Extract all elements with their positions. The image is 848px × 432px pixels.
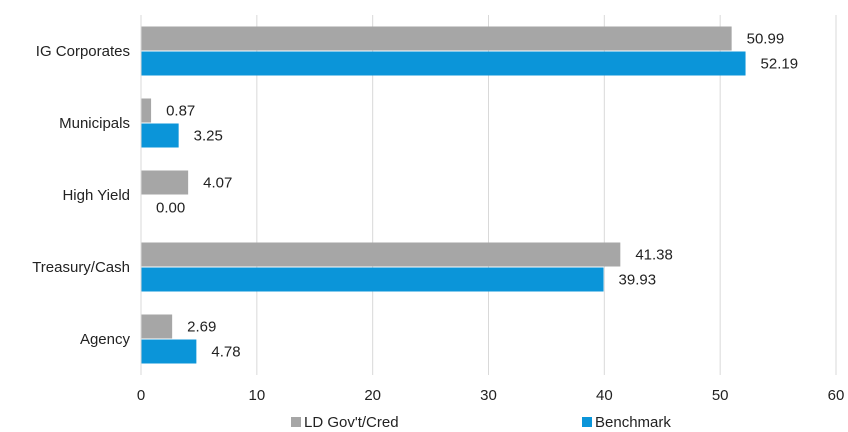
x-tick-label: 30 (480, 387, 497, 404)
category-label: Agency (80, 331, 131, 348)
data-label: 2.69 (187, 319, 216, 336)
x-tick-label: 10 (248, 387, 265, 404)
x-tick-label: 50 (712, 387, 729, 404)
category-label: Treasury/Cash (32, 259, 130, 276)
x-tick-label: 40 (596, 387, 613, 404)
bar (141, 242, 621, 267)
legend-swatch (582, 417, 592, 427)
legend-label: Benchmark (595, 414, 671, 431)
category-label: IG Corporates (36, 43, 130, 60)
data-label: 3.25 (194, 128, 223, 145)
category-label: High Yield (62, 187, 130, 204)
legend-swatch (291, 417, 301, 427)
data-label: 52.19 (761, 56, 799, 73)
x-tick-labels: 0 10 20 30 40 50 60 (137, 387, 845, 404)
bar (141, 339, 197, 364)
data-labels: 50.99 52.19 0.87 3.25 4.07 0.00 41.38 39.93 2.69… (156, 31, 798, 361)
category-label: Municipals (59, 115, 130, 132)
data-label: 41.38 (635, 247, 673, 264)
bar (141, 314, 173, 339)
bar (141, 267, 604, 292)
bar (141, 170, 189, 195)
category-labels: IG Corporates Municipals High Yield Treasur… (32, 43, 130, 348)
data-label: 0.87 (166, 103, 195, 120)
data-label: 39.93 (619, 272, 657, 289)
data-label: 4.78 (211, 344, 240, 361)
bar (141, 51, 746, 76)
legend-label: LD Gov't/Cred (304, 414, 399, 431)
bar (141, 26, 732, 51)
bar (141, 123, 179, 148)
bar (141, 98, 152, 123)
x-tick-label: 20 (364, 387, 381, 404)
data-label: 0.00 (156, 200, 185, 217)
data-label: 50.99 (747, 31, 785, 48)
x-tick-label: 0 (137, 387, 145, 404)
legend: LD Gov't/Cred Benchmark (291, 414, 671, 431)
bars (141, 26, 746, 364)
data-label: 4.07 (203, 175, 232, 192)
x-tick-label: 60 (828, 387, 845, 404)
